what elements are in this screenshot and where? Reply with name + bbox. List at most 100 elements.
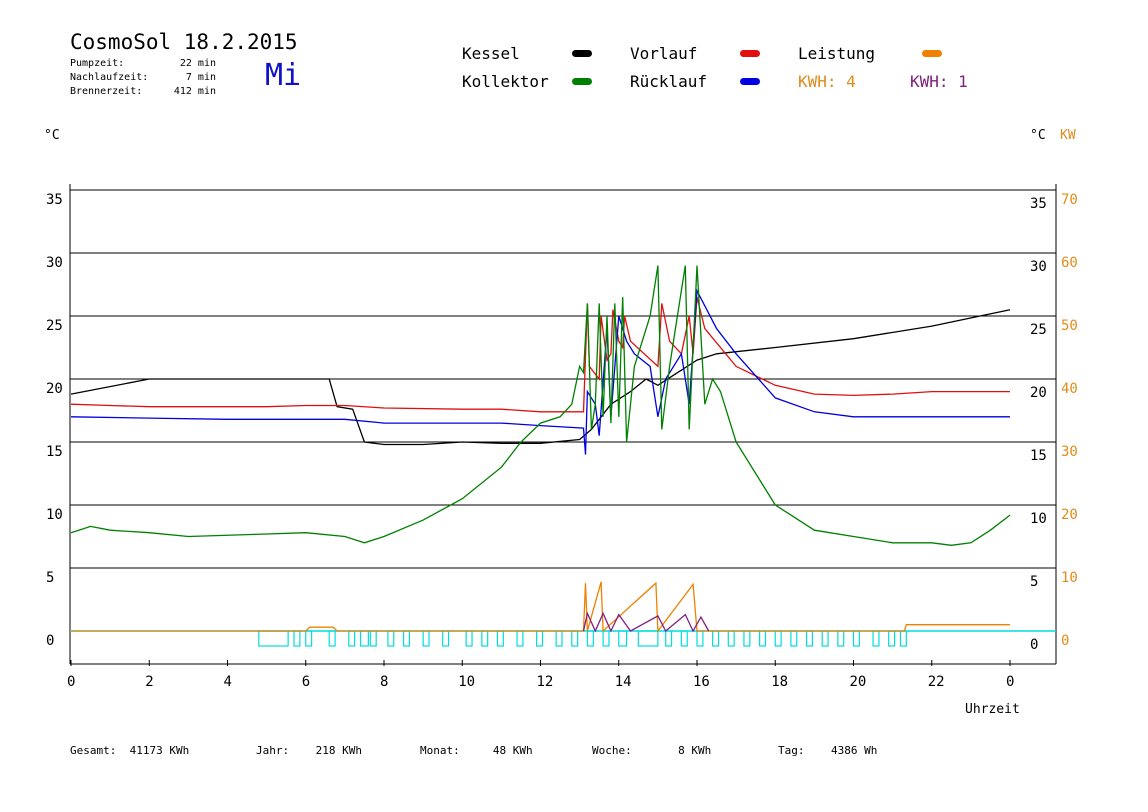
x-tick-label: 12 [537,674,554,690]
kw-tick-label: 70 [1061,192,1078,208]
burner-pulse [465,630,473,647]
stat-brennerzeit: Brennerzeit: 412 min [70,86,216,97]
y-tick-label: 35 [46,192,63,208]
kw-tick-label: 0 [1061,633,1069,649]
y-tick-label: 25 [46,318,63,334]
legend-vorlauf: Vorlauf [630,44,698,63]
y-tick-label: 5 [46,570,54,586]
burner-pulse [305,630,313,647]
footer-woche: Woche: 8 KWh [592,744,712,757]
series-line-vorlauf [70,296,1010,413]
legend-kwh-other: KWH: 1 [910,72,968,91]
y-right-tick-label: 5 [1030,574,1038,590]
x-tick-label: 18 [771,674,788,690]
footer-gesamt: Gesamt: 41173 KWh [70,744,190,757]
burner-pulse [348,630,356,647]
kw-tick-label: 40 [1061,381,1078,397]
y-tick-label: 20 [46,381,63,397]
x-tick-label: 16 [693,674,710,690]
burner-pulse [899,630,907,647]
y-right-tick-label: 25 [1030,322,1047,338]
legend-kollektor: Kollektor [462,72,549,91]
burner-pulse [852,630,860,647]
right-axis-unit-kw: KW [1060,128,1076,143]
legend-ruecklauf: Rücklauf [630,72,708,91]
series-line-leistung [71,581,1010,633]
burner-pulse [618,630,628,647]
burner-pulse [442,630,450,647]
legend-vorlauf-swatch [740,50,760,57]
burner-pulse [790,630,798,647]
legend-kollektor-swatch [572,78,592,85]
x-tick-label: 8 [380,674,388,690]
y-right-tick-label: 10 [1030,511,1047,527]
burner-pulse [359,630,369,647]
burner-pulse [369,630,377,647]
burner-pulse [758,630,767,647]
series-line-kessel [70,309,1011,446]
burner-pulse [481,630,489,647]
y-right-tick-label: 35 [1030,196,1047,212]
y-right-tick-label: 0 [1030,637,1038,653]
burner-pulse [774,630,782,647]
burner-pulse [602,630,610,647]
burner-pulse [665,630,673,647]
burner-pulse [258,630,289,647]
left-axis-unit: °C [44,128,60,143]
kw-tick-label: 10 [1061,570,1078,586]
kw-tick-label: 30 [1061,444,1078,460]
series-line-kwh2 [582,611,710,633]
burner-pulse [516,630,524,647]
x-tick-label: 10 [458,674,475,690]
x-tick-label: 0 [67,674,75,690]
burner-pulse [586,630,594,647]
chart-title: CosmoSol 18.2.2015 [70,30,298,54]
x-tick-label: 0 [1006,674,1014,690]
burner-pulse [888,630,896,647]
legend-leistung-swatch [922,50,942,57]
burner-pulse [743,630,751,647]
legend-leistung: Leistung [798,44,876,63]
burner-pulse [402,630,411,647]
burner-pulse [727,630,735,647]
x-tick-label: 14 [615,674,632,690]
burner-pulse [680,630,688,647]
burner-pulse [821,630,829,647]
y-right-tick-label: 15 [1030,448,1047,464]
legend-kessel-swatch [572,50,592,57]
series-line-ruecklauf [70,288,1010,455]
series-line-kollektor [70,265,1011,546]
stat-nachlaufzeit: Nachlaufzeit: 7 min [70,72,216,83]
burner-pulse [712,630,720,647]
x-tick-label: 20 [850,674,867,690]
burner-pulse [496,630,504,647]
stat-pumpzeit: Pumpzeit: 22 min [70,58,216,69]
footer-monat: Monat: 48 KWh [420,744,533,757]
burner-pulse [422,630,430,647]
legend-kwh-solar: KWH: 4 [798,72,856,91]
right-axis-unit: °C [1030,128,1046,143]
x-tick-label: 22 [928,674,945,690]
burner-pulse [805,630,814,647]
burner-pulse [387,630,395,647]
x-tick-label: 4 [224,674,232,690]
x-tick-label: 2 [145,674,153,690]
kw-tick-label: 20 [1061,507,1078,523]
y-tick-label: 10 [46,507,63,523]
burner-pulse [571,630,579,647]
y-tick-label: 30 [46,255,63,271]
kw-tick-label: 50 [1061,318,1078,334]
footer-tag: Tag: 4386 Wh [778,744,878,757]
burner-pulse [328,630,336,647]
burner-pulse [293,630,301,647]
weekday-label: Mi [265,58,302,93]
footer-jahr: Jahr: 218 KWh [256,744,362,757]
y-tick-label: 0 [46,633,54,649]
burner-pulse [837,630,845,647]
burner-pulse [535,630,544,647]
kw-tick-label: 60 [1061,255,1078,271]
burner-pulse [696,630,704,647]
x-axis-label: Uhrzeit [965,702,1020,717]
burner-pulse [637,630,659,647]
